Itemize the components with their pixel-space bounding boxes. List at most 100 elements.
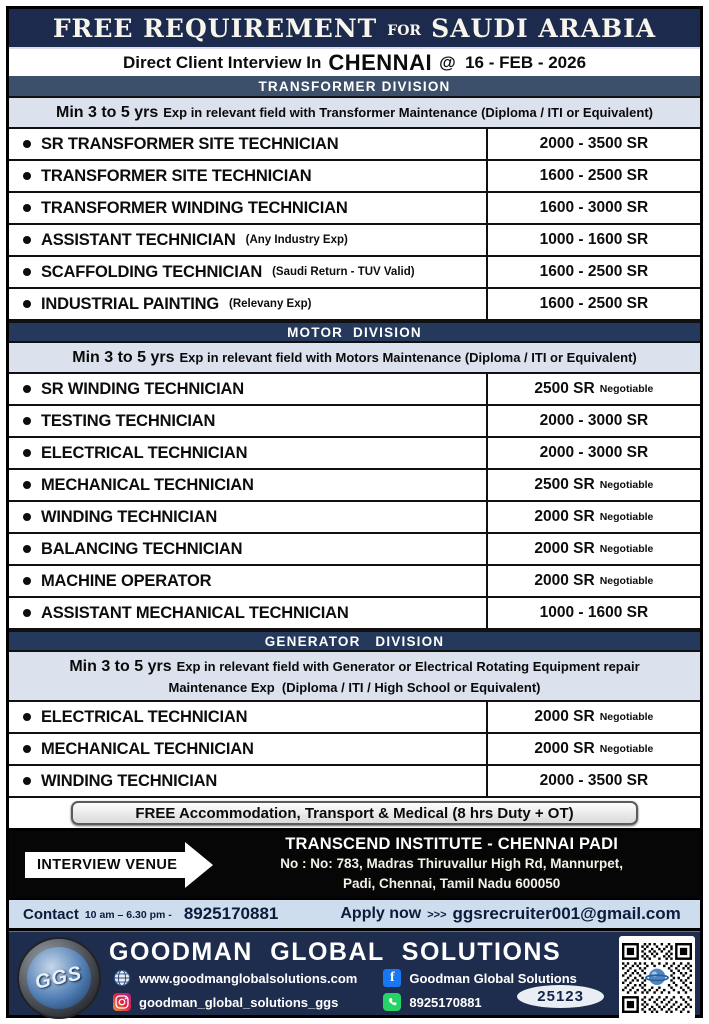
instagram-item: goodman_global_solutions_ggs xyxy=(113,993,357,1012)
title-free-requirement: FREE REQUIREMENT xyxy=(52,13,378,43)
interview-subtitle: Direct Client Interview In CHENNAI @ 16 … xyxy=(9,49,700,76)
whatsapp-text: 8925170881 xyxy=(409,994,482,1010)
salary-cell: 2000 - 3500 SR xyxy=(485,766,700,797)
job-title-cell: ASSISTANT MECHANICAL TECHNICIAN xyxy=(9,598,486,628)
salary-note: Negotiable xyxy=(599,511,654,524)
bullet-icon xyxy=(23,745,31,754)
poster-frame: FREE REQUIREMENT FOR SAUDI ARABIA Direct… xyxy=(6,6,703,1021)
job-title: SR TRANSFORMER SITE TECHNICIAN xyxy=(41,134,339,153)
chevrons-right-icon: >>> xyxy=(427,909,447,922)
job-title: SR WINDING TECHNICIAN xyxy=(41,379,244,398)
instagram-icon xyxy=(113,993,131,1012)
table-row: ELECTRICAL TECHNICIAN 2000 SR Negotiable xyxy=(9,702,700,735)
salary-value: 2000 SR xyxy=(534,572,595,590)
bullet-icon xyxy=(23,609,31,618)
requirement-text: Exp in relevant field with Transformer M… xyxy=(163,105,653,120)
globe-logo-icon: GGS xyxy=(27,947,91,1010)
section-header-generator-division: GENERATOR DIVISION xyxy=(9,630,700,653)
salary-cell: 2000 - 3000 SR xyxy=(485,438,700,469)
salary-value: 1600 - 2500 SR xyxy=(539,263,649,281)
table-row: ASSISTANT MECHANICAL TECHNICIAN 1000 - 1… xyxy=(9,598,700,631)
salary-note: Negotiable xyxy=(599,383,654,396)
table-row: ASSISTANT TECHNICIAN (Any Industry Exp) 1… xyxy=(9,225,700,258)
job-note: (Saudi Return - TUV Valid) xyxy=(272,266,415,279)
bullet-icon xyxy=(23,577,31,586)
job-title: TRANSFORMER SITE TECHNICIAN xyxy=(41,166,312,185)
license-badge: 25123 xyxy=(517,985,604,1008)
requirement-text: Exp in relevant field with Generator or … xyxy=(176,659,640,675)
salary-value: 2000 - 3000 SR xyxy=(539,412,649,430)
table-row: WINDING TECHNICIAN 2000 SR Negotiable xyxy=(9,502,700,535)
salary-value: 2000 SR xyxy=(534,508,595,526)
job-title: ASSISTANT TECHNICIAN xyxy=(41,230,236,249)
job-title: ELECTRICAL TECHNICIAN xyxy=(41,443,248,462)
generator-requirement-note: Min 3 to 5 yrs Exp in relevant field with… xyxy=(9,652,700,703)
venue-info: TRANSCEND INSTITUTE - CHENNAI PADI No : … xyxy=(213,835,700,895)
perks-row: FREE Accommodation, Transport & Medical … xyxy=(9,798,700,829)
company-logo: GGS xyxy=(17,937,101,1020)
table-row: MECHANICAL TECHNICIAN 2500 SR Negotiable xyxy=(9,470,700,503)
salary-value: 2000 - 3500 SR xyxy=(539,135,649,153)
table-row: TRANSFORMER WINDING TECHNICIAN 1600 - 30… xyxy=(9,193,700,226)
salary-cell: 2000 SR Negotiable xyxy=(485,566,700,597)
bullet-icon xyxy=(23,204,31,213)
job-title: MECHANICAL TECHNICIAN xyxy=(41,475,254,494)
title-country: SAUDI ARABIA xyxy=(431,13,657,43)
salary-cell: 2500 SR Negotiable xyxy=(485,374,700,405)
table-row: SCAFFOLDING TECHNICIAN (Saudi Return - TU… xyxy=(9,257,700,290)
salary-value: 2000 SR xyxy=(534,740,595,758)
job-title: ASSISTANT MECHANICAL TECHNICIAN xyxy=(41,603,349,622)
contact-phone: 8925170881 xyxy=(183,904,279,924)
bullet-icon xyxy=(23,545,31,554)
arrow-right-icon xyxy=(185,841,214,888)
job-title-cell: ASSISTANT TECHNICIAN (Any Industry Exp) xyxy=(9,225,486,255)
salary-note: Negotiable xyxy=(599,543,654,556)
bullet-icon xyxy=(23,140,31,149)
salary-value: 1000 - 1600 SR xyxy=(539,231,649,249)
bullet-icon xyxy=(23,385,31,394)
job-title: MECHANICAL TECHNICIAN xyxy=(41,739,254,758)
table-row: SR WINDING TECHNICIAN 2500 SR Negotiable xyxy=(9,374,700,407)
salary-cell: 2000 SR Negotiable xyxy=(485,702,700,733)
title-for: FOR xyxy=(387,23,422,39)
table-row: TRANSFORMER SITE TECHNICIAN 1600 - 2500 … xyxy=(9,161,700,194)
table-row: MACHINE OPERATOR 2000 SR Negotiable xyxy=(9,566,700,599)
bullet-icon xyxy=(23,777,31,786)
bullet-icon xyxy=(23,268,31,277)
motor-requirement-note: Min 3 to 5 yrs Exp in relevant field with… xyxy=(9,343,700,375)
job-title-cell: TRANSFORMER SITE TECHNICIAN xyxy=(9,161,486,191)
bullet-icon xyxy=(23,513,31,522)
table-row: MECHANICAL TECHNICIAN 2000 SR Negotiable xyxy=(9,734,700,767)
job-title: INDUSTRIAL PAINTING xyxy=(41,294,220,313)
job-title: TESTING TECHNICIAN xyxy=(41,411,216,430)
interview-venue-label-wrap: INTERVIEW VENUE xyxy=(25,841,214,888)
job-title: WINDING TECHNICIAN xyxy=(41,507,218,526)
main-title-banner: FREE REQUIREMENT FOR SAUDI ARABIA xyxy=(9,9,700,49)
salary-cell: 2000 - 3000 SR xyxy=(485,406,700,437)
salary-value: 2000 SR xyxy=(534,708,595,726)
job-title-cell: BALANCING TECHNICIAN xyxy=(9,534,486,564)
salary-value: 2000 - 3500 SR xyxy=(539,772,649,790)
bullet-icon xyxy=(23,300,31,309)
qr-code xyxy=(619,936,695,1021)
job-title-cell: SR TRANSFORMER SITE TECHNICIAN xyxy=(9,129,486,159)
section-header-motor-division: MOTOR DIVISION xyxy=(9,321,700,344)
apply-now-label: Apply now xyxy=(340,905,422,923)
job-title-cell: SR WINDING TECHNICIAN xyxy=(9,374,486,404)
table-row: BALANCING TECHNICIAN 2000 SR Negotiable xyxy=(9,534,700,567)
job-title-cell: SCAFFOLDING TECHNICIAN (Saudi Return - TU… xyxy=(9,257,486,287)
subtitle-prefix: Direct Client Interview In xyxy=(122,52,322,72)
footer: GGS GOODMAN GLOBAL SOLUTIONS www.goodman… xyxy=(9,931,700,1021)
perks-banner: FREE Accommodation, Transport & Medical … xyxy=(71,801,638,826)
salary-cell: 1000 - 1600 SR xyxy=(485,225,700,256)
table-row: WINDING TECHNICIAN 2000 - 3500 SR xyxy=(9,766,700,799)
requirement-years: Min 3 to 5 yrs xyxy=(69,658,172,676)
job-title: MACHINE OPERATOR xyxy=(41,571,212,590)
job-note: (Relevany Exp) xyxy=(229,298,312,311)
globe-icon xyxy=(113,969,131,987)
subtitle-city: CHENNAI xyxy=(328,49,433,75)
salary-note: Negotiable xyxy=(599,575,654,588)
salary-note: Negotiable xyxy=(599,479,654,492)
whatsapp-item: 8925170881 xyxy=(383,993,577,1012)
